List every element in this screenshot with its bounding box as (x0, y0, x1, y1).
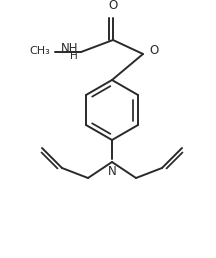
Text: N: N (108, 165, 116, 178)
Text: CH₃: CH₃ (29, 46, 50, 56)
Text: NH: NH (60, 42, 78, 54)
Text: O: O (149, 44, 158, 57)
Text: O: O (108, 0, 118, 12)
Text: H: H (70, 51, 78, 61)
